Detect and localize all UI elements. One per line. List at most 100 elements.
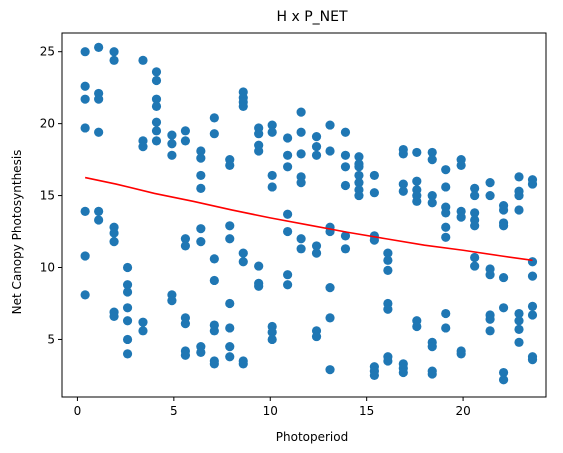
data-point	[238, 359, 248, 369]
y-tick-label: 25	[40, 45, 55, 59]
data-point	[398, 149, 408, 159]
data-point	[80, 290, 90, 300]
data-point	[527, 271, 538, 281]
data-point	[151, 136, 162, 146]
data-point	[225, 160, 235, 170]
data-point	[196, 224, 206, 234]
data-point	[311, 241, 322, 251]
data-point	[167, 130, 177, 140]
data-point	[456, 212, 466, 222]
data-point	[485, 314, 495, 324]
data-point	[283, 209, 293, 219]
data-point	[209, 359, 219, 369]
data-point	[441, 308, 451, 319]
data-point	[180, 126, 191, 136]
data-point	[209, 326, 219, 336]
data-point	[340, 162, 351, 172]
data-point	[296, 234, 306, 244]
data-point	[383, 304, 393, 314]
data-point	[109, 311, 119, 322]
data-point	[325, 146, 335, 156]
data-point	[485, 270, 495, 280]
data-point	[427, 198, 437, 208]
data-point	[122, 280, 133, 290]
plot-frame	[61, 32, 547, 398]
data-point	[398, 186, 408, 196]
data-point	[225, 298, 235, 309]
data-point	[209, 113, 219, 123]
data-point	[138, 55, 148, 65]
data-point	[94, 127, 104, 137]
data-point	[354, 178, 364, 188]
data-point	[138, 326, 148, 336]
data-point	[296, 107, 306, 117]
data-point	[283, 270, 293, 280]
data-point	[441, 165, 451, 175]
x-tick-label: 0	[74, 404, 82, 418]
data-point	[80, 81, 90, 91]
data-point	[340, 150, 351, 160]
data-point	[109, 55, 119, 65]
data-point	[311, 248, 322, 258]
data-point	[383, 356, 393, 366]
data-point	[196, 153, 206, 163]
data-point	[527, 310, 538, 320]
data-point	[254, 281, 264, 291]
data-point	[283, 226, 293, 237]
data-point	[122, 287, 133, 297]
data-point	[527, 257, 538, 267]
y-axis-label: Net Canopy Photosynthesis	[10, 150, 24, 315]
data-point	[80, 47, 90, 57]
data-point	[470, 208, 480, 218]
data-point	[267, 334, 277, 345]
data-point	[514, 324, 524, 334]
data-point	[325, 313, 335, 323]
data-point	[427, 155, 437, 165]
data-point	[383, 255, 393, 265]
data-point	[283, 162, 293, 172]
data-point	[167, 139, 177, 149]
data-point	[412, 176, 422, 186]
data-point	[354, 159, 364, 169]
data-point	[151, 117, 162, 127]
data-point	[369, 188, 379, 198]
data-point	[138, 142, 148, 152]
data-point	[498, 272, 509, 283]
data-point	[514, 190, 524, 201]
x-tick-label: 15	[359, 404, 374, 418]
data-point	[196, 170, 206, 181]
data-point	[470, 183, 480, 193]
chart-title: H x P_NET	[276, 9, 347, 25]
data-point	[283, 133, 293, 143]
data-point	[238, 101, 248, 111]
data-point	[398, 179, 408, 189]
trend-line	[84, 176, 533, 262]
data-point	[441, 232, 451, 242]
data-point	[514, 308, 524, 319]
data-point	[441, 222, 451, 232]
data-point	[94, 206, 104, 217]
data-point	[325, 120, 335, 130]
data-point	[514, 205, 524, 215]
data-point	[311, 331, 322, 342]
data-point	[340, 231, 351, 241]
data-point	[296, 178, 306, 188]
data-point	[151, 67, 162, 77]
data-point	[311, 150, 322, 160]
data-points	[80, 42, 538, 385]
data-point	[209, 275, 219, 286]
data-point	[167, 150, 177, 160]
trend-line-group	[84, 176, 533, 262]
data-point	[138, 317, 148, 327]
data-point	[180, 241, 191, 251]
data-point	[180, 350, 191, 360]
data-point	[209, 254, 219, 264]
data-point	[151, 126, 162, 136]
data-point	[441, 323, 451, 333]
data-point	[238, 248, 248, 258]
data-point	[80, 94, 90, 104]
data-point	[283, 150, 293, 160]
data-point	[80, 251, 90, 261]
data-point	[412, 147, 422, 158]
